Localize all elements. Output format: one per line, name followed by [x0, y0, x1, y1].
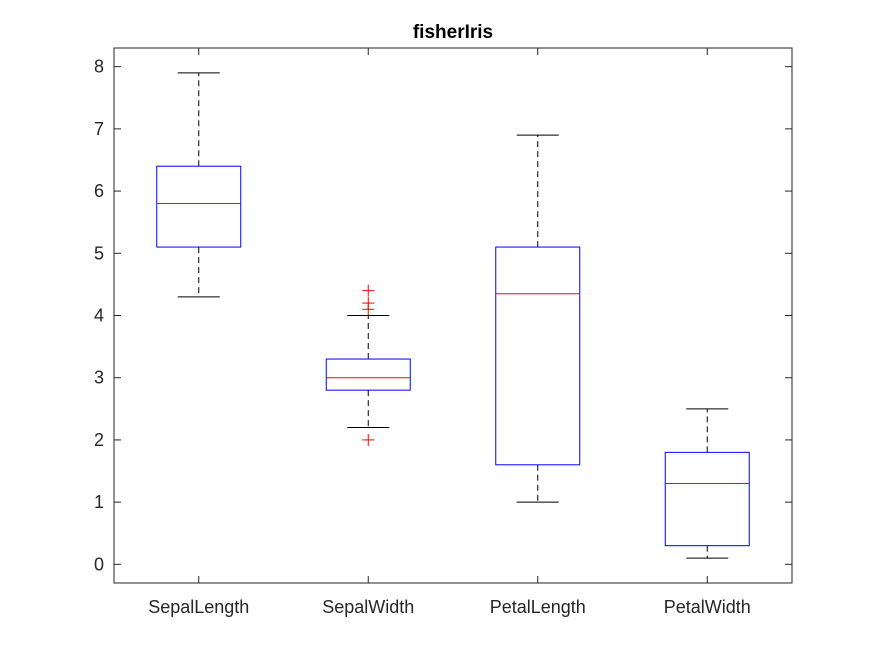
- interquartile-box: [156, 165, 242, 248]
- interquartile-box: [325, 358, 411, 391]
- x-axis: SepalLength SepalWidth PetalLength PetalWid…: [148, 48, 751, 617]
- interquartile-box: [664, 451, 750, 547]
- outlier-marker: [362, 284, 375, 297]
- x-tick-label: SepalWidth: [322, 597, 414, 617]
- outlier-marker: [362, 297, 375, 310]
- y-tick-label: 6: [94, 181, 104, 201]
- y-tick-label: 5: [94, 243, 104, 263]
- y-tick-label: 1: [94, 492, 104, 512]
- y-tick-label: 4: [94, 306, 104, 326]
- box-sepallength: [156, 72, 242, 298]
- outlier-marker: [362, 433, 375, 446]
- y-tick-label: 0: [94, 554, 104, 574]
- y-axis: 0 1 2 3 4 5 6 7 8: [94, 57, 792, 574]
- y-tick-label: 3: [94, 368, 104, 388]
- interquartile-box: [495, 246, 581, 466]
- y-tick-label: 8: [94, 57, 104, 77]
- y-tick-label: 2: [94, 430, 104, 450]
- box-sepalwidth: [325, 284, 411, 446]
- chart-title: fisherIris: [413, 22, 493, 43]
- box-series: [156, 72, 750, 559]
- plot-area-frame: [113, 47, 793, 584]
- y-tick-label: 7: [94, 119, 104, 139]
- box-petalwidth: [664, 408, 750, 559]
- x-tick-label: PetalLength: [490, 597, 586, 617]
- box-petallength: [495, 134, 581, 503]
- x-tick-label: PetalWidth: [664, 597, 751, 617]
- x-tick-label: SepalLength: [148, 597, 249, 617]
